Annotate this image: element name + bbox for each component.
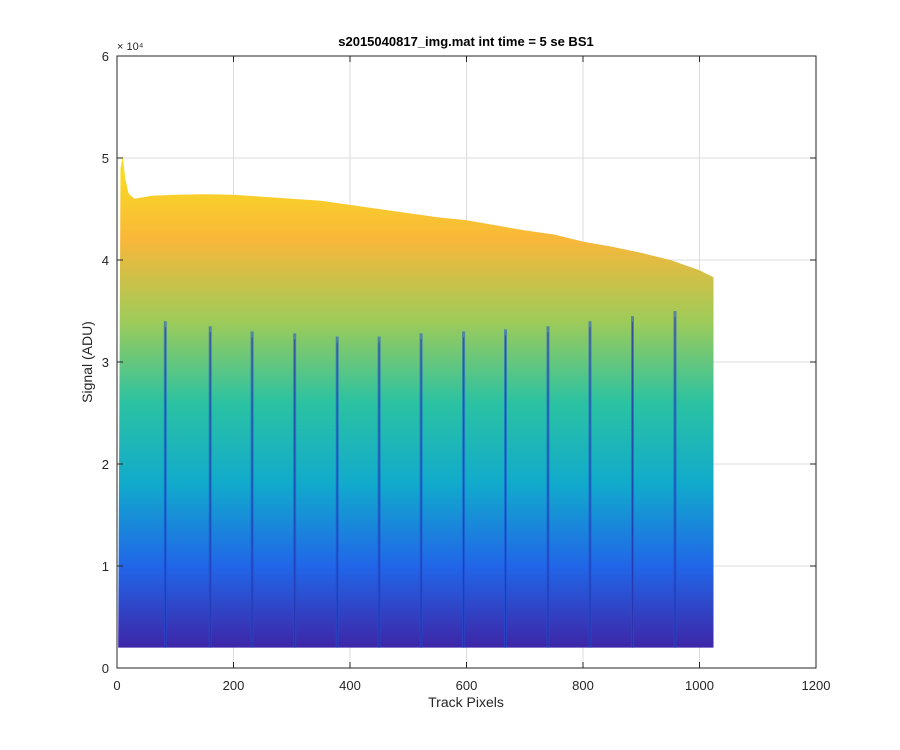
x-tick-label: 600	[456, 678, 478, 693]
x-axis-ticks: 0 200 400 600 800 1000 1200	[113, 56, 830, 693]
y-tick-label: 5	[102, 151, 109, 166]
dip-column-core	[164, 327, 166, 648]
y-tick-label: 3	[102, 355, 109, 370]
y-axis-label: Signal (ADU)	[79, 321, 95, 403]
dip-column-core	[589, 327, 591, 648]
x-tick-label: 1000	[685, 678, 714, 693]
x-tick-label: 0	[113, 678, 120, 693]
x-tick-label: 1200	[802, 678, 831, 693]
y-tick-label: 6	[102, 49, 109, 64]
y-tick-label: 2	[102, 457, 109, 472]
chart-title: s2015040817_img.mat int time = 5 se BS1	[338, 34, 593, 49]
dip-column-core	[336, 342, 338, 648]
x-tick-label: 200	[223, 678, 245, 693]
dip-column-core	[547, 332, 549, 648]
x-tick-label: 400	[339, 678, 361, 693]
dip-column-core	[251, 337, 253, 648]
signal-area	[118, 156, 714, 648]
y-axis-ticks: 0 1 2 3 4 5 6	[102, 49, 816, 676]
y-tick-label: 4	[102, 253, 109, 268]
dip-column-core	[632, 322, 633, 648]
dip-column-core	[463, 337, 465, 648]
dip-column-core	[378, 342, 380, 648]
x-tick-label: 800	[572, 678, 594, 693]
dip-columns	[163, 311, 677, 648]
dip-column-core	[505, 335, 506, 648]
dip-column-core	[674, 317, 676, 648]
dip-column-core	[420, 339, 422, 648]
dip-column-core	[209, 332, 211, 648]
dip-column-core	[294, 339, 296, 648]
x-axis-label: Track Pixels	[428, 694, 504, 710]
y-exponent-label: × 10⁴	[117, 41, 144, 53]
y-tick-label: 0	[102, 661, 109, 676]
y-tick-label: 1	[102, 559, 109, 574]
data-area	[118, 156, 714, 648]
